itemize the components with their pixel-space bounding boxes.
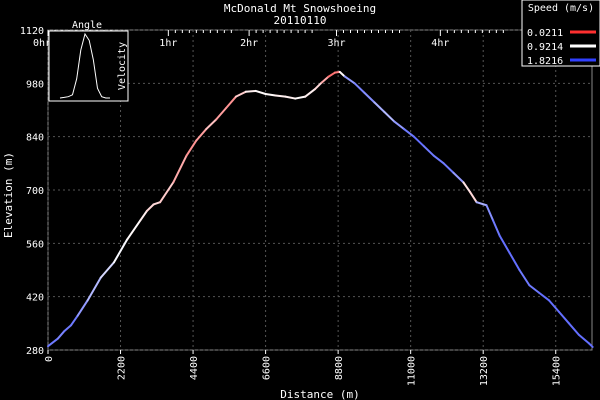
elevation-segment [422,145,435,157]
elevation-segment [254,89,267,95]
elevation-segment [528,284,541,294]
inset-title: Angle [72,20,102,31]
elevation-segment [475,201,488,207]
time-tick-label: 2hr [240,38,258,49]
elevation-segment [343,75,356,85]
elevation-segment [403,128,415,138]
legend-label: 0.0211 [527,28,563,39]
elevation-segment [195,128,208,142]
grid-lines [47,29,592,351]
elevation-segment [452,171,465,184]
elevation-segment [567,322,580,336]
elevation-segment [314,81,323,91]
elevation-segment [412,135,425,148]
elevation-segment [432,154,445,165]
elevation-segment [548,299,561,313]
inset-y-label: Velocity [117,42,128,90]
elevation-segment [215,107,228,121]
elevation-segment [518,269,531,287]
x-tick-label: 15400 [552,356,563,386]
elevation-segment [498,234,511,254]
chart-title: McDonald Mt Snowshoeing [224,2,376,15]
elevation-segment [139,209,148,222]
y-tick-label: 280 [26,346,44,357]
elevation-segment [363,91,376,104]
legend: Speed (m/s) 0.0211 0.9214 1.8216 [521,0,600,67]
elevation-segment [225,95,237,110]
time-tick-label: 0hr [33,38,51,49]
elevation-segment [485,204,495,222]
y-axis-ticks: 280 420 560 700 840 980 1120 [20,26,44,357]
time-tick-label: 3hr [327,38,345,49]
elevation-segment [274,94,287,98]
x-tick-label: 4400 [189,356,200,380]
elevation-segment [159,181,175,204]
legend-label: 1.8216 [527,56,563,67]
x-tick-label: 6600 [262,356,273,380]
y-tick-label: 980 [26,79,44,90]
elevation-segment [294,95,307,100]
elevation-segment [587,342,594,348]
elevation-segment [47,337,59,348]
elevation-segment [492,219,501,237]
x-tick-label: 8800 [334,356,345,380]
elevation-series [47,70,594,348]
angle-velocity-inset: Angle Velocity [48,20,129,102]
elevation-segment [373,101,386,113]
elevation-segment [112,238,129,264]
elevation-segment [353,82,366,94]
chart-subtitle: 20110110 [274,14,327,27]
elevation-segment [145,203,155,212]
elevation-segment [234,90,247,98]
elevation-segment [577,333,590,345]
elevation-segment [126,219,142,241]
elevation-segment [538,291,551,302]
elevation-segment [558,310,570,325]
y-axis-label: Elevation (m) [2,152,15,238]
elevation-segment [383,110,396,123]
inset-curve [59,32,110,99]
elevation-segment [462,181,472,193]
x-tick-label: 11000 [407,356,418,386]
elevation-segment [508,251,521,271]
elevation-segment [172,154,188,184]
elevation-segment [99,261,115,279]
elevation-segment [320,75,330,84]
elevation-segment [442,162,455,174]
x-axis-ticks: 0 2200 4400 6600 8800 11000 13200 15400 [44,350,563,386]
x-tick-label: 13200 [479,356,490,386]
y-tick-label: 840 [26,133,44,144]
x-axis-label: Distance (m) [280,388,359,400]
y-tick-label: 420 [26,293,44,304]
elevation-segment [86,276,102,302]
time-tick-label: 1hr [159,38,177,49]
elevation-segment [205,118,218,131]
elevation-segment [469,190,478,204]
elevation-segment [327,71,336,78]
elevation-segment [244,89,257,93]
inset-frame [48,30,129,102]
elevation-segment [76,299,89,317]
elevation-segment [304,88,317,98]
x-tick-label: 0 [44,356,55,362]
time-tick-label: 4hr [431,38,449,49]
y-tick-label: 1120 [20,26,44,37]
legend-label: 0.9214 [527,42,563,53]
elevation-segment [63,324,73,332]
x-tick-label: 2200 [117,356,128,380]
elevation-segment [152,201,162,206]
elevation-segment [264,93,277,97]
elevation-segment [70,314,79,327]
y-tick-label: 560 [26,239,44,250]
y-tick-label: 700 [26,186,44,197]
elevation-segment [393,120,406,131]
legend-title: Speed (m/s) [528,3,594,14]
legend-items: 0.0211 0.9214 1.8216 [527,28,596,67]
elevation-segment [338,70,346,78]
elevation-segment [185,139,198,157]
elevation-segment [56,329,66,340]
elevation-segment [284,95,297,100]
